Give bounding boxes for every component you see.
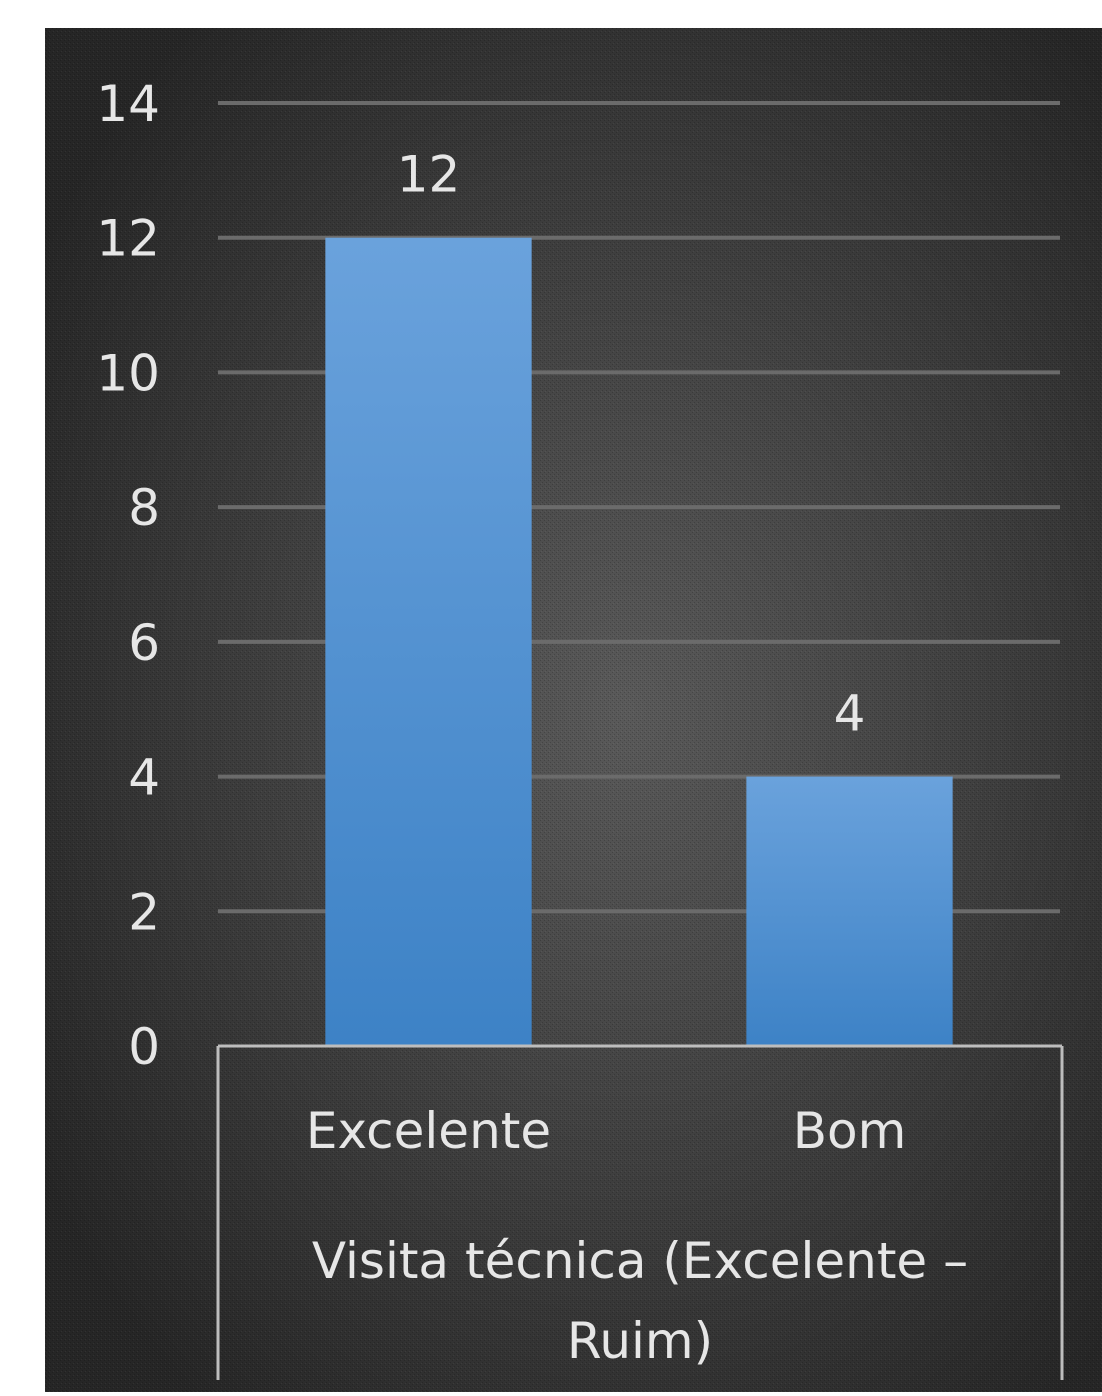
y-tick-label: 8: [128, 479, 160, 537]
y-axis-ticks: 0 2 4 6 8 10 12 14: [96, 75, 160, 1076]
chart-background-texture: [45, 28, 1102, 1392]
y-tick-label: 12: [96, 210, 160, 268]
y-tick-label: 6: [128, 614, 160, 672]
category-label: Bom: [793, 1102, 907, 1160]
data-label: 12: [397, 146, 461, 204]
y-tick-label: 2: [128, 883, 160, 941]
y-tick-label: 4: [128, 749, 160, 807]
y-tick-label: 0: [128, 1018, 160, 1076]
bar-bom: [746, 776, 953, 1046]
y-tick-label: 10: [96, 344, 160, 402]
data-labels: 12 4: [397, 146, 866, 743]
x-axis-title-line-1: Visita técnica (Excelente –: [312, 1232, 968, 1290]
category-label: Excelente: [306, 1102, 551, 1160]
category-axis-table: [216, 1044, 1064, 1380]
x-axis-title-line-2: Ruim): [567, 1312, 713, 1370]
data-label: 4: [834, 685, 866, 743]
bar-excelente: [325, 237, 532, 1046]
y-tick-label: 14: [96, 75, 160, 133]
bars: [325, 237, 953, 1046]
category-labels: Excelente Bom: [306, 1102, 906, 1160]
